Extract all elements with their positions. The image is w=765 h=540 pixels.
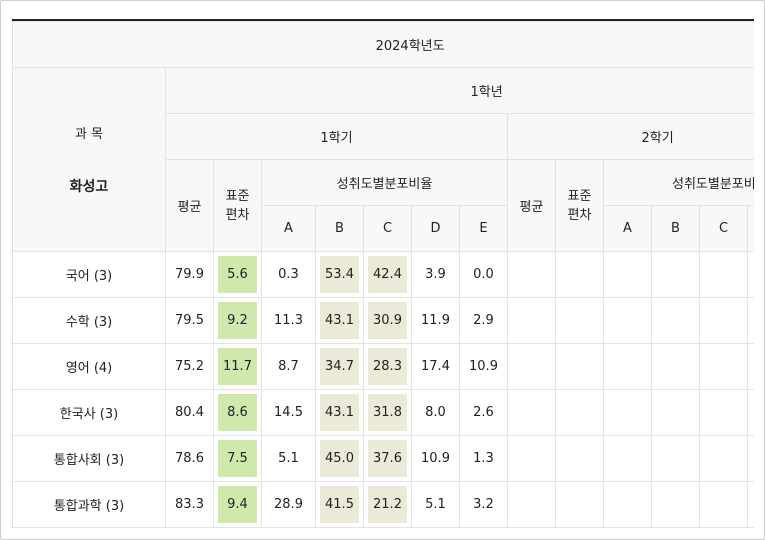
- grade-b-header-2: B: [651, 205, 700, 252]
- a-cell: 0.3: [261, 251, 316, 298]
- grade-d-header-2: D: [746, 205, 754, 252]
- sd-cell: 5.6: [218, 256, 257, 293]
- subject-cell: 통합과학 (3): [12, 481, 166, 528]
- grade-header: 1학년: [164, 67, 754, 114]
- sd-header-2: 표준 편차: [555, 159, 604, 252]
- subject-header: 과 목: [74, 127, 104, 142]
- table-row: 국어 (3) 79.9 5.6 0.3 53.4 42.4 3.9 0.0: [12, 251, 754, 298]
- grade-b-header: B: [315, 205, 364, 252]
- avg-header: 평균: [165, 159, 214, 252]
- subject-cell: 국어 (3): [12, 251, 166, 298]
- a-cell: 28.9: [261, 481, 316, 528]
- b-cell: 45.0: [320, 440, 359, 477]
- semester2-header: 2학기: [506, 113, 754, 160]
- a-cell: 14.5: [261, 389, 316, 436]
- subject-header-cell: 과 목 화성고: [12, 67, 166, 252]
- subject-cell: 한국사 (3): [12, 389, 166, 436]
- e-cell: 10.9: [459, 343, 508, 390]
- grade-c-header: C: [363, 205, 412, 252]
- subject-cell: 통합사회 (3): [12, 435, 166, 482]
- subject-cell: 영어 (4): [12, 343, 166, 390]
- b-cell: 43.1: [320, 302, 359, 339]
- c-cell: 37.6: [368, 440, 407, 477]
- c-cell: 42.4: [368, 256, 407, 293]
- e-cell: 2.6: [459, 389, 508, 436]
- d-cell: 11.9: [411, 297, 460, 344]
- table-row: 통합사회 (3) 78.6 7.5 5.1 45.0 37.6 10.9 1.3: [12, 435, 754, 482]
- avg-cell: 83.3: [165, 481, 214, 528]
- e-cell: 2.9: [459, 297, 508, 344]
- c-cell: 28.3: [368, 348, 407, 385]
- avg-cell: 75.2: [165, 343, 214, 390]
- semester1-header: 1학기: [165, 113, 508, 160]
- avg-header-2: 평균: [507, 159, 556, 252]
- e-cell: 3.2: [459, 481, 508, 528]
- b-cell: 53.4: [320, 256, 359, 293]
- d-cell: 3.9: [411, 251, 460, 298]
- avg-cell: 80.4: [165, 389, 214, 436]
- grade-a-header-2: A: [603, 205, 652, 252]
- e-cell: 0.0: [459, 251, 508, 298]
- dist-header-2: 성취도별분포비: [602, 159, 754, 206]
- dist-header: 성취도별분포비율: [261, 159, 508, 206]
- sd-cell: 8.6: [218, 394, 257, 431]
- sd-header: 표준 편차: [213, 159, 262, 252]
- grade-e-header: E: [459, 205, 508, 252]
- c-cell: 30.9: [368, 302, 407, 339]
- a-cell: 5.1: [261, 435, 316, 482]
- table-row: 한국사 (3) 80.4 8.6 14.5 43.1 31.8 8.0 2.6: [12, 389, 754, 436]
- year-header: 2024학년도: [12, 21, 754, 68]
- d-cell: 17.4: [411, 343, 460, 390]
- b-cell: 43.1: [320, 394, 359, 431]
- d-cell: 8.0: [411, 389, 460, 436]
- a-cell: 8.7: [261, 343, 316, 390]
- table-row: 영어 (4) 75.2 11.7 8.7 34.7 28.3 17.4 10.9: [12, 343, 754, 390]
- achievement-table: 2024학년도 과 목 화성고 1학년 1학기 2학기 평균 표준 편차 성취도별…: [12, 21, 754, 528]
- d-cell: 10.9: [411, 435, 460, 482]
- sd-cell: 7.5: [218, 440, 257, 477]
- avg-cell: 78.6: [165, 435, 214, 482]
- sd-cell: 9.2: [218, 302, 257, 339]
- avg-cell: 79.9: [165, 251, 214, 298]
- school-name: 화성고: [69, 179, 109, 195]
- sd-cell: 11.7: [218, 348, 257, 385]
- subject-cell: 수학 (3): [12, 297, 166, 344]
- c-cell: 31.8: [368, 394, 407, 431]
- table-row: 수학 (3) 79.5 9.2 11.3 43.1 30.9 11.9 2.9: [12, 297, 754, 344]
- table-scroll-area[interactable]: 2024학년도 과 목 화성고 1학년 1학기 2학기 평균 표준 편차 성취도별…: [12, 19, 754, 531]
- c-cell: 21.2: [368, 486, 407, 523]
- table-row: 통합과학 (3) 83.3 9.4 28.9 41.5 21.2 5.1 3.2: [12, 481, 754, 528]
- b-cell: 41.5: [320, 486, 359, 523]
- e-cell: 1.3: [459, 435, 508, 482]
- b-cell: 34.7: [320, 348, 359, 385]
- a-cell: 11.3: [261, 297, 316, 344]
- grade-c-header-2: C: [699, 205, 748, 252]
- d-cell: 5.1: [411, 481, 460, 528]
- sd-cell: 9.4: [218, 486, 257, 523]
- grade-a-header: A: [261, 205, 316, 252]
- avg-cell: 79.5: [165, 297, 214, 344]
- grade-d-header: D: [411, 205, 460, 252]
